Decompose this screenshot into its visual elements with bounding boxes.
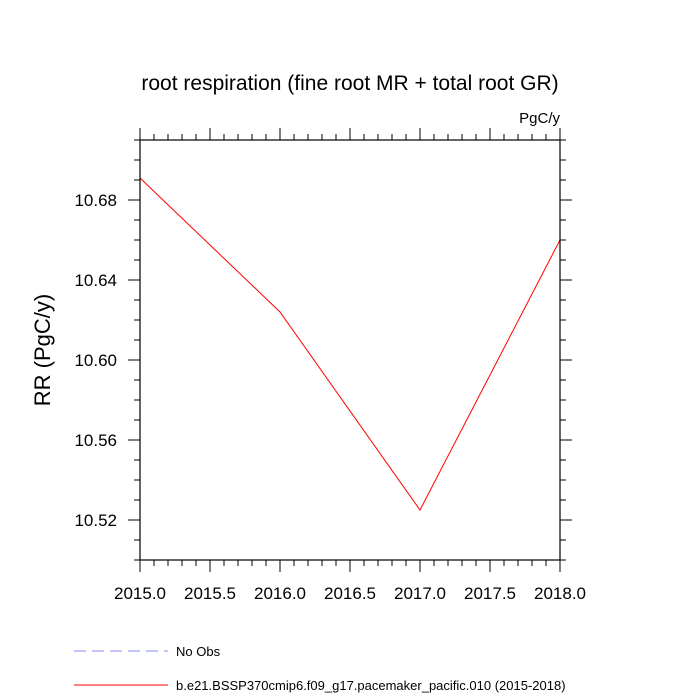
y-tick-label: 10.52 (74, 511, 117, 530)
series-line-0 (139, 177, 561, 511)
y-tick-labels: 10.52 10.56 10.60 10.64 10.68 (74, 191, 117, 530)
units-label: PgC/y (519, 110, 560, 127)
y-tick-label: 10.56 (74, 431, 117, 450)
y-tick-label: 10.60 (74, 351, 117, 370)
chart-title: root respiration (fine root MR + total r… (141, 72, 558, 95)
minor-ticks (134, 134, 566, 566)
legend: No Obs b.e21.BSSP370cmip6.f09_g17.pacemak… (74, 644, 566, 693)
x-tick-label: 2015.0 (114, 584, 166, 603)
legend-label-0: No Obs (176, 644, 221, 659)
x-tick-label: 2015.5 (184, 584, 236, 603)
y-axis-label: RR (PgC/y) (30, 294, 55, 406)
legend-label-1: b.e21.BSSP370cmip6.f09_g17.pacemaker_pac… (176, 678, 566, 693)
y-tick-label: 10.68 (74, 191, 117, 210)
x-tick-label: 2016.5 (324, 584, 376, 603)
x-tick-label: 2017.5 (464, 584, 516, 603)
y-tick-label: 10.64 (74, 271, 117, 290)
x-tick-label: 2017.0 (394, 584, 446, 603)
x-tick-label: 2016.0 (254, 584, 306, 603)
major-ticks (128, 128, 572, 572)
plot-frame (139, 139, 561, 561)
x-tick-label: 2018.0 (534, 584, 586, 603)
x-tick-labels: 2015.0 2015.5 2016.0 2016.5 2017.0 2017.5 2018… (114, 584, 586, 603)
series-layer (139, 177, 561, 511)
